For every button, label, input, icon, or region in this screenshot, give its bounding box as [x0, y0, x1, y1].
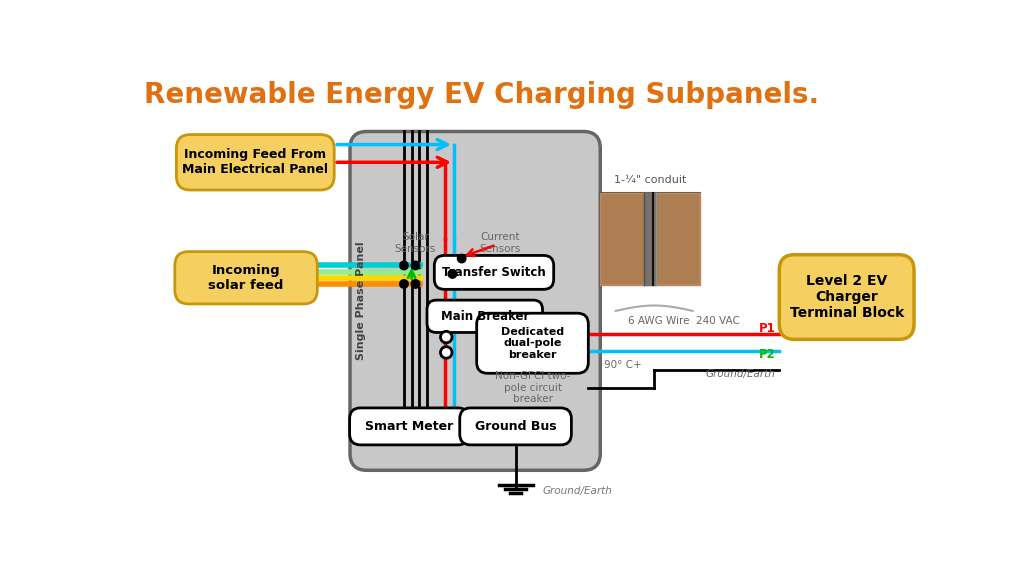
Circle shape — [412, 262, 420, 270]
Text: Ground/Earth: Ground/Earth — [706, 369, 775, 379]
FancyBboxPatch shape — [477, 313, 589, 373]
Text: Single Phase Panel: Single Phase Panel — [355, 241, 366, 360]
Text: P1: P1 — [759, 322, 775, 335]
Text: Renewable Energy EV Charging Subpanels.: Renewable Energy EV Charging Subpanels. — [144, 81, 819, 109]
FancyBboxPatch shape — [175, 252, 317, 304]
Text: P2: P2 — [759, 348, 775, 361]
FancyBboxPatch shape — [460, 408, 571, 445]
FancyBboxPatch shape — [600, 193, 700, 286]
FancyBboxPatch shape — [349, 408, 469, 445]
FancyBboxPatch shape — [427, 300, 543, 332]
Circle shape — [412, 280, 420, 288]
Text: Ground/Earth: Ground/Earth — [543, 486, 612, 496]
Text: Non-GFCI two-
pole circuit
breaker: Non-GFCI two- pole circuit breaker — [495, 372, 570, 404]
FancyBboxPatch shape — [350, 131, 600, 470]
Text: Main Breaker: Main Breaker — [440, 310, 529, 323]
Text: Level 2 EV
Charger
Terminal Block: Level 2 EV Charger Terminal Block — [790, 274, 904, 320]
Text: Current
Sensors: Current Sensors — [479, 232, 521, 254]
FancyBboxPatch shape — [779, 255, 914, 339]
Text: 90° C+: 90° C+ — [604, 360, 641, 370]
Text: 1-¼" conduit: 1-¼" conduit — [614, 175, 686, 185]
Text: Solar
Sensors: Solar Sensors — [395, 232, 436, 254]
Text: Ground Bus: Ground Bus — [475, 420, 556, 433]
Text: Dedicated
dual-pole
breaker: Dedicated dual-pole breaker — [501, 327, 564, 360]
Text: Smart Meter: Smart Meter — [366, 420, 454, 433]
Text: 6 AWG Wire  240 VAC: 6 AWG Wire 240 VAC — [628, 316, 739, 326]
Text: Incoming
solar feed: Incoming solar feed — [208, 264, 284, 292]
Text: Incoming Feed From
Main Electrical Panel: Incoming Feed From Main Electrical Panel — [182, 148, 329, 176]
Circle shape — [449, 270, 457, 278]
Circle shape — [399, 280, 409, 288]
FancyBboxPatch shape — [176, 135, 334, 190]
Circle shape — [458, 255, 466, 263]
Circle shape — [399, 262, 409, 270]
Text: Transfer Switch: Transfer Switch — [442, 266, 546, 279]
Circle shape — [440, 331, 452, 343]
FancyBboxPatch shape — [434, 256, 554, 289]
Circle shape — [440, 347, 452, 358]
